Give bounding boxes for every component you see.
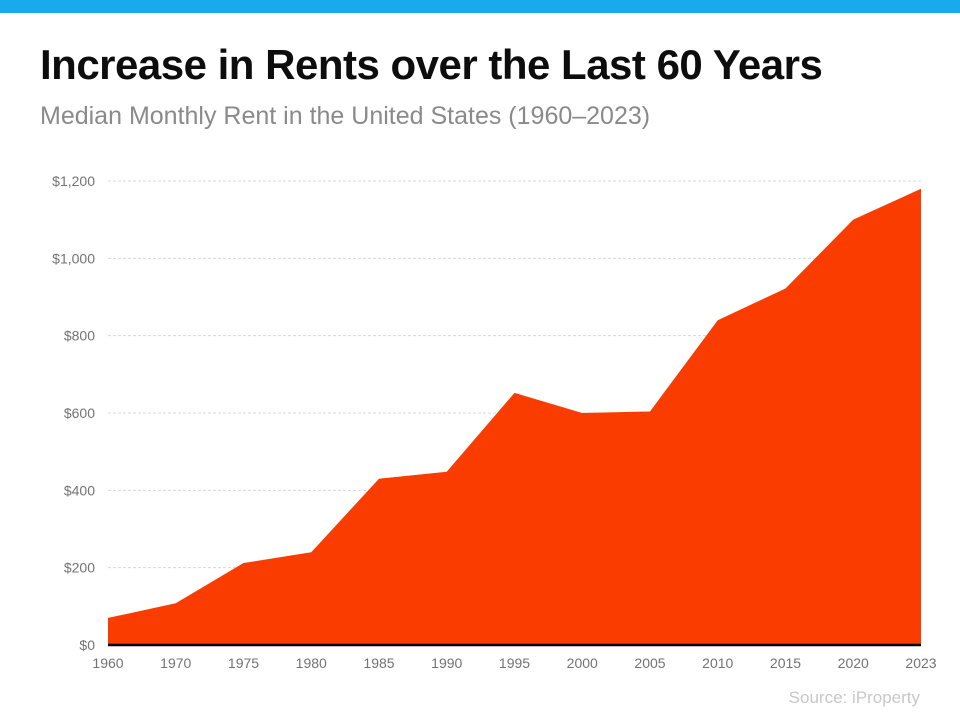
y-tick-label: $800 [64, 328, 95, 344]
x-tick-label: 1990 [431, 655, 462, 671]
page-title: Increase in Rents over the Last 60 Years [40, 41, 823, 88]
area-series [108, 188, 921, 645]
accent-bar [0, 0, 960, 13]
x-tick-label: 2015 [770, 655, 801, 671]
x-tick-label: 1975 [228, 655, 259, 671]
x-tick-label: 1995 [499, 655, 530, 671]
x-tick-label: 2023 [905, 655, 936, 671]
x-tick-label: 1960 [92, 655, 123, 671]
y-tick-label: $400 [64, 482, 95, 498]
x-tick-label: 2020 [838, 655, 869, 671]
y-tick-label: $600 [64, 405, 95, 421]
x-tick-label: 1980 [296, 655, 327, 671]
x-tick-label: 2010 [702, 655, 733, 671]
source-label: Source: iProperty [788, 688, 920, 707]
page-subtitle: Median Monthly Rent in the United States… [40, 102, 651, 130]
x-tick-label: 2005 [634, 655, 665, 671]
y-tick-label: $1,200 [52, 173, 95, 189]
x-tick-label: 1970 [160, 655, 191, 671]
x-tick-label: 1985 [363, 655, 394, 671]
y-tick-label: $0 [79, 637, 95, 653]
y-tick-label: $200 [64, 560, 95, 576]
y-tick-label: $1,000 [52, 250, 95, 266]
x-tick-label: 2000 [567, 655, 598, 671]
